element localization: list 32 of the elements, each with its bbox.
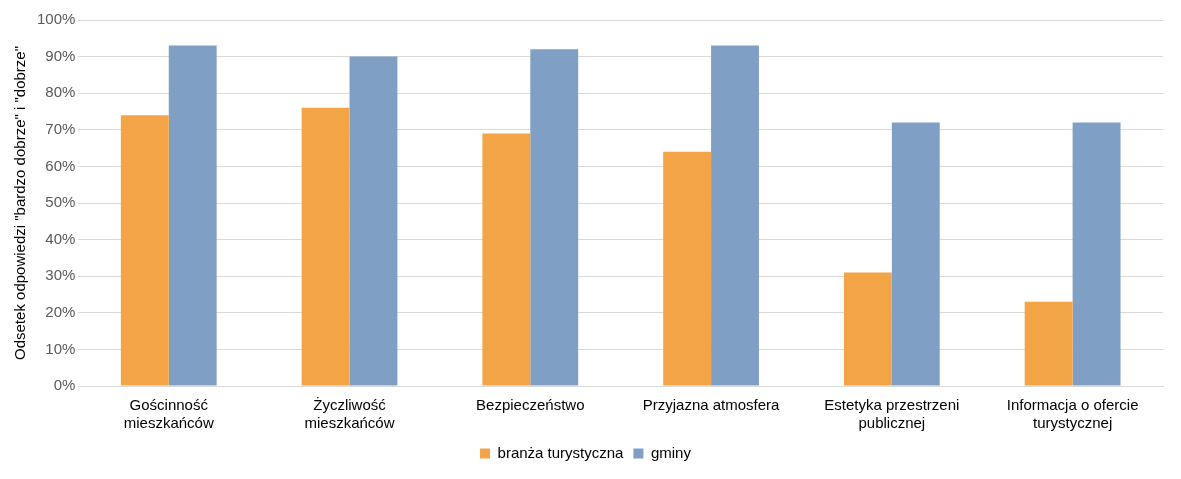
legend-label: gminy: [650, 443, 692, 461]
y-tick-label: 40%: [45, 229, 76, 247]
x-tick-label: Życzliwość mieszkańców: [304, 396, 395, 432]
bar: [891, 122, 940, 386]
bar: [1024, 301, 1073, 386]
y-tick-label: 20%: [45, 302, 76, 320]
y-axis-title: Odsetek odpowiedzi "bardzo dobrze" i "dobrze": [11, 46, 29, 360]
bar: [482, 133, 531, 386]
y-tick-label: 0%: [53, 376, 76, 394]
y-tick-label: 80%: [45, 83, 76, 101]
bar: [843, 272, 892, 386]
y-tick-label: 30%: [45, 266, 76, 284]
y-tick-label: 50%: [45, 193, 76, 211]
x-tick-label: Gościnność mieszkańców: [123, 396, 214, 432]
x-tick-label: Przyjazna atmosfera: [642, 396, 781, 414]
bar: [663, 151, 712, 386]
y-tick-label: 70%: [45, 119, 76, 137]
x-tick-label: Informacja o ofercie turystycznej: [1006, 396, 1139, 432]
bar: [1072, 122, 1121, 386]
y-tick-label: 90%: [45, 46, 76, 64]
x-tick-label: Estetyka przestrzeni publicznej: [824, 396, 960, 432]
y-tick-label: 60%: [45, 156, 76, 174]
x-tick-label: Bezpieczeństwo: [476, 396, 585, 414]
bar: [168, 45, 217, 386]
y-tick-label: 10%: [45, 339, 76, 357]
legend-label: branża turystyczna: [497, 443, 625, 461]
bar: [301, 107, 350, 386]
bar: [711, 45, 759, 386]
bar: [530, 49, 579, 386]
bar: [120, 115, 169, 386]
bar: [349, 56, 398, 386]
y-tick-label: 100%: [36, 10, 76, 28]
